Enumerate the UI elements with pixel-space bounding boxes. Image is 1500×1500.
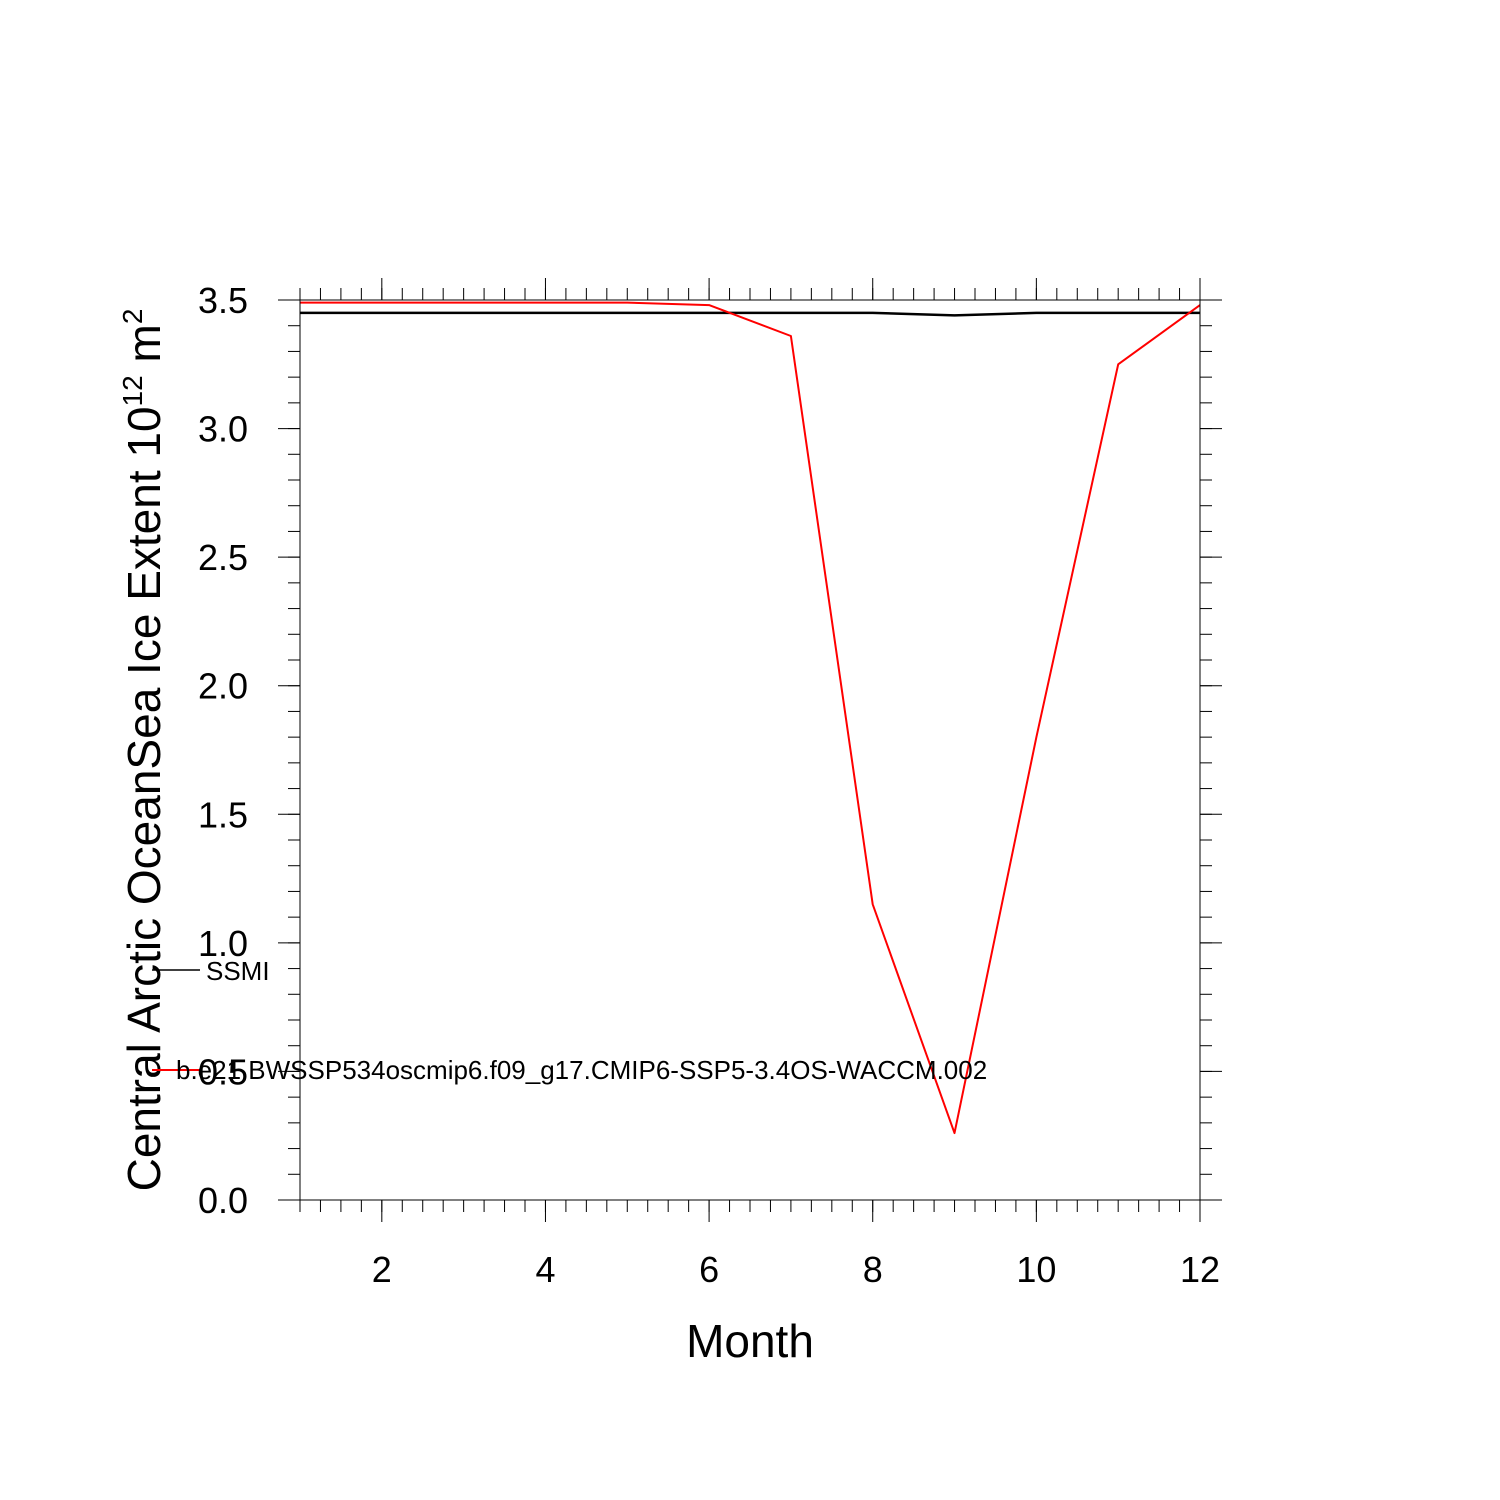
plot-frame [299, 299, 1201, 1201]
axis-ticks [278, 278, 1222, 1222]
series-lines [300, 301, 1201, 1135]
y-tick-label: 1.0 [198, 923, 248, 964]
legend-label-ssmi: SSMI [206, 956, 270, 986]
y-tick-label: 2.0 [198, 666, 248, 707]
y-tick-label: 0.0 [198, 1180, 248, 1221]
x-tick-label: 4 [535, 1249, 555, 1290]
x-tick-label: 10 [1016, 1249, 1056, 1290]
legend-entry-ssmi: SSMI [152, 956, 270, 986]
y-tick-label: 2.5 [198, 537, 248, 578]
x-tick-label: 12 [1180, 1249, 1220, 1290]
y-axis-label: Central Arctic OceanSea Ice Extent 1012 … [117, 309, 170, 1192]
x-tick-label: 2 [372, 1249, 392, 1290]
series-line-model [300, 301, 1201, 1135]
y-tick-label: 0.5 [198, 1051, 248, 1092]
y-tick-label: 3.0 [198, 409, 248, 450]
x-axis-label: Month [686, 1315, 814, 1367]
y-tick-label: 3.5 [198, 280, 248, 321]
x-tick-label: 6 [699, 1249, 719, 1290]
series-line-ssmi [300, 311, 1200, 317]
legend-label-model: b.e21.BWSSP534oscmip6.f09_g17.CMIP6-SSP5… [176, 1055, 987, 1085]
tick-labels: 2 4 6 8 10 12 0.0 0.5 1.0 1.5 2.0 2.5 3.0 3.5 [198, 280, 1220, 1290]
legend-entry-model: b.e21.BWSSP534oscmip6.f09_g17.CMIP6-SSP5… [152, 1055, 987, 1085]
x-tick-label: 8 [863, 1249, 883, 1290]
y-tick-label: 1.5 [198, 794, 248, 835]
legend: SSMI b.e21.BWSSP534oscmip6.f09_g17.CMIP6… [152, 956, 987, 1085]
